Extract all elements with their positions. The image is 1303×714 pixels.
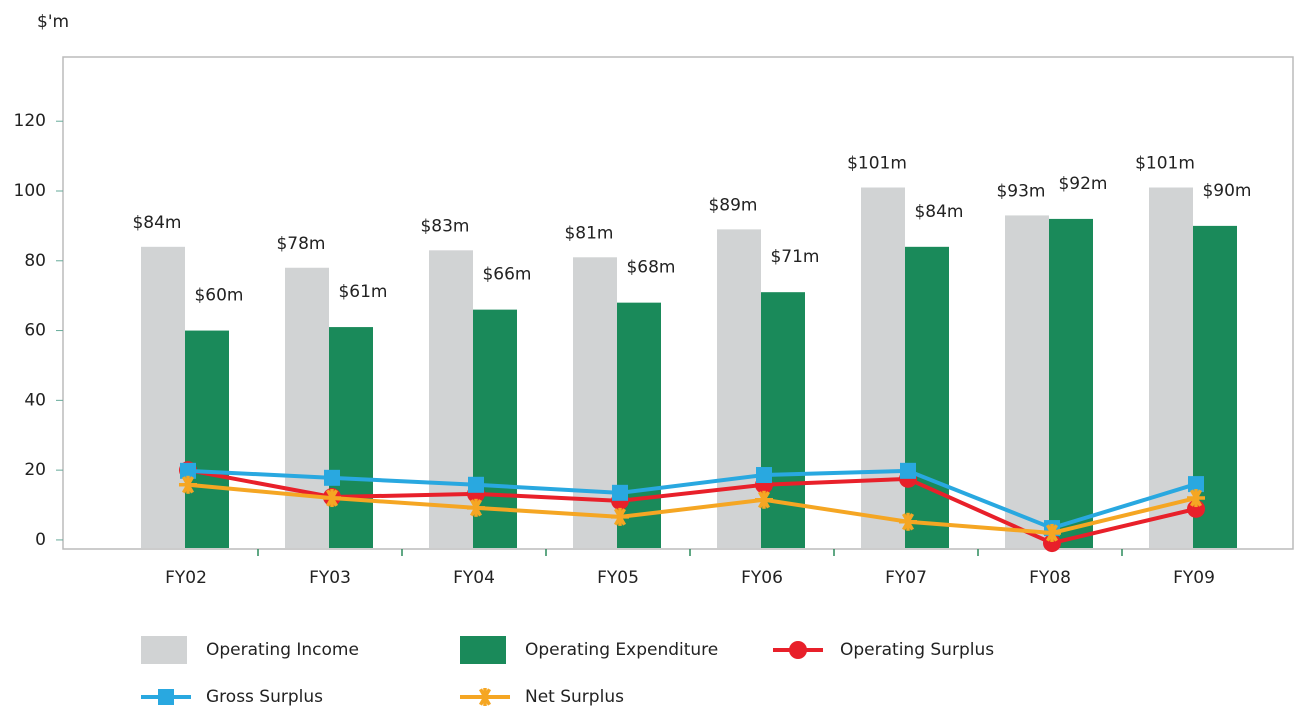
y-tick-label: 120 bbox=[14, 111, 46, 131]
x-tick-label: FY06 bbox=[741, 568, 783, 588]
marker bbox=[324, 469, 340, 486]
bar bbox=[717, 229, 761, 549]
data-label: $92m bbox=[1058, 174, 1107, 194]
bar bbox=[905, 246, 949, 548]
data-label: $90m bbox=[1202, 181, 1251, 201]
marker bbox=[1187, 489, 1205, 508]
series-line bbox=[187, 482, 1197, 535]
marker bbox=[1188, 476, 1204, 493]
marker bbox=[179, 475, 197, 494]
marker bbox=[611, 507, 629, 526]
marker bbox=[755, 490, 773, 509]
bar bbox=[141, 246, 185, 548]
data-label: $93m bbox=[996, 181, 1045, 201]
y-unit-label: $'m bbox=[37, 12, 69, 32]
marker bbox=[899, 512, 917, 531]
legend-swatch bbox=[460, 636, 506, 664]
data-label: $84m bbox=[132, 213, 181, 233]
marker bbox=[467, 498, 485, 517]
data-label: $61m bbox=[338, 282, 387, 302]
bar bbox=[285, 267, 329, 548]
marker bbox=[900, 462, 916, 479]
data-label: $84m bbox=[914, 202, 963, 222]
y-tick-label: 80 bbox=[24, 251, 46, 271]
series-line bbox=[187, 468, 1197, 531]
data-label: $78m bbox=[276, 234, 325, 254]
x-tick-label: FY03 bbox=[309, 568, 351, 588]
y-tick-label: 60 bbox=[24, 321, 46, 341]
data-label: $81m bbox=[564, 223, 613, 243]
bar bbox=[429, 250, 473, 548]
bar bbox=[761, 292, 805, 548]
marker bbox=[158, 689, 174, 705]
legend-label: Operating Surplus bbox=[840, 640, 994, 660]
marker bbox=[1043, 523, 1061, 542]
bar bbox=[1193, 225, 1237, 548]
marker bbox=[468, 476, 484, 493]
data-label: $83m bbox=[420, 216, 469, 236]
y-tick-label: 0 bbox=[35, 530, 46, 550]
legend-label: Gross Surplus bbox=[206, 687, 323, 707]
data-label: $71m bbox=[770, 247, 819, 267]
legend-label: Operating Income bbox=[206, 640, 359, 660]
x-tick-label: FY09 bbox=[1173, 568, 1215, 588]
x-tick-label: FY04 bbox=[453, 568, 495, 588]
bar bbox=[861, 187, 905, 548]
bar bbox=[1005, 215, 1049, 548]
x-tick-label: FY07 bbox=[885, 568, 927, 588]
data-label: $89m bbox=[708, 195, 757, 215]
x-tick-label: FY02 bbox=[165, 568, 207, 588]
marker bbox=[789, 641, 807, 659]
data-label: $66m bbox=[482, 265, 531, 285]
bar bbox=[573, 257, 617, 548]
marker bbox=[323, 489, 341, 508]
marker bbox=[612, 484, 628, 501]
x-tick-label: FY05 bbox=[597, 568, 639, 588]
y-tick-label: 40 bbox=[24, 390, 46, 410]
data-label: $101m bbox=[847, 154, 907, 174]
data-label: $60m bbox=[194, 286, 243, 306]
y-tick-label: 100 bbox=[14, 181, 46, 201]
marker bbox=[476, 688, 494, 706]
x-tick-label: FY08 bbox=[1029, 568, 1071, 588]
data-label: $68m bbox=[626, 258, 675, 278]
legend-swatch bbox=[141, 636, 187, 664]
legend-label: Net Surplus bbox=[525, 687, 624, 707]
bar bbox=[185, 330, 229, 548]
bar bbox=[1049, 218, 1093, 549]
bar bbox=[1149, 187, 1193, 548]
marker bbox=[180, 462, 196, 479]
y-tick-label: 20 bbox=[24, 460, 46, 480]
bar bbox=[329, 327, 373, 548]
marker bbox=[756, 467, 772, 484]
plot-frame bbox=[62, 56, 1294, 550]
data-label: $101m bbox=[1135, 154, 1195, 174]
legend-label: Operating Expenditure bbox=[525, 640, 718, 660]
